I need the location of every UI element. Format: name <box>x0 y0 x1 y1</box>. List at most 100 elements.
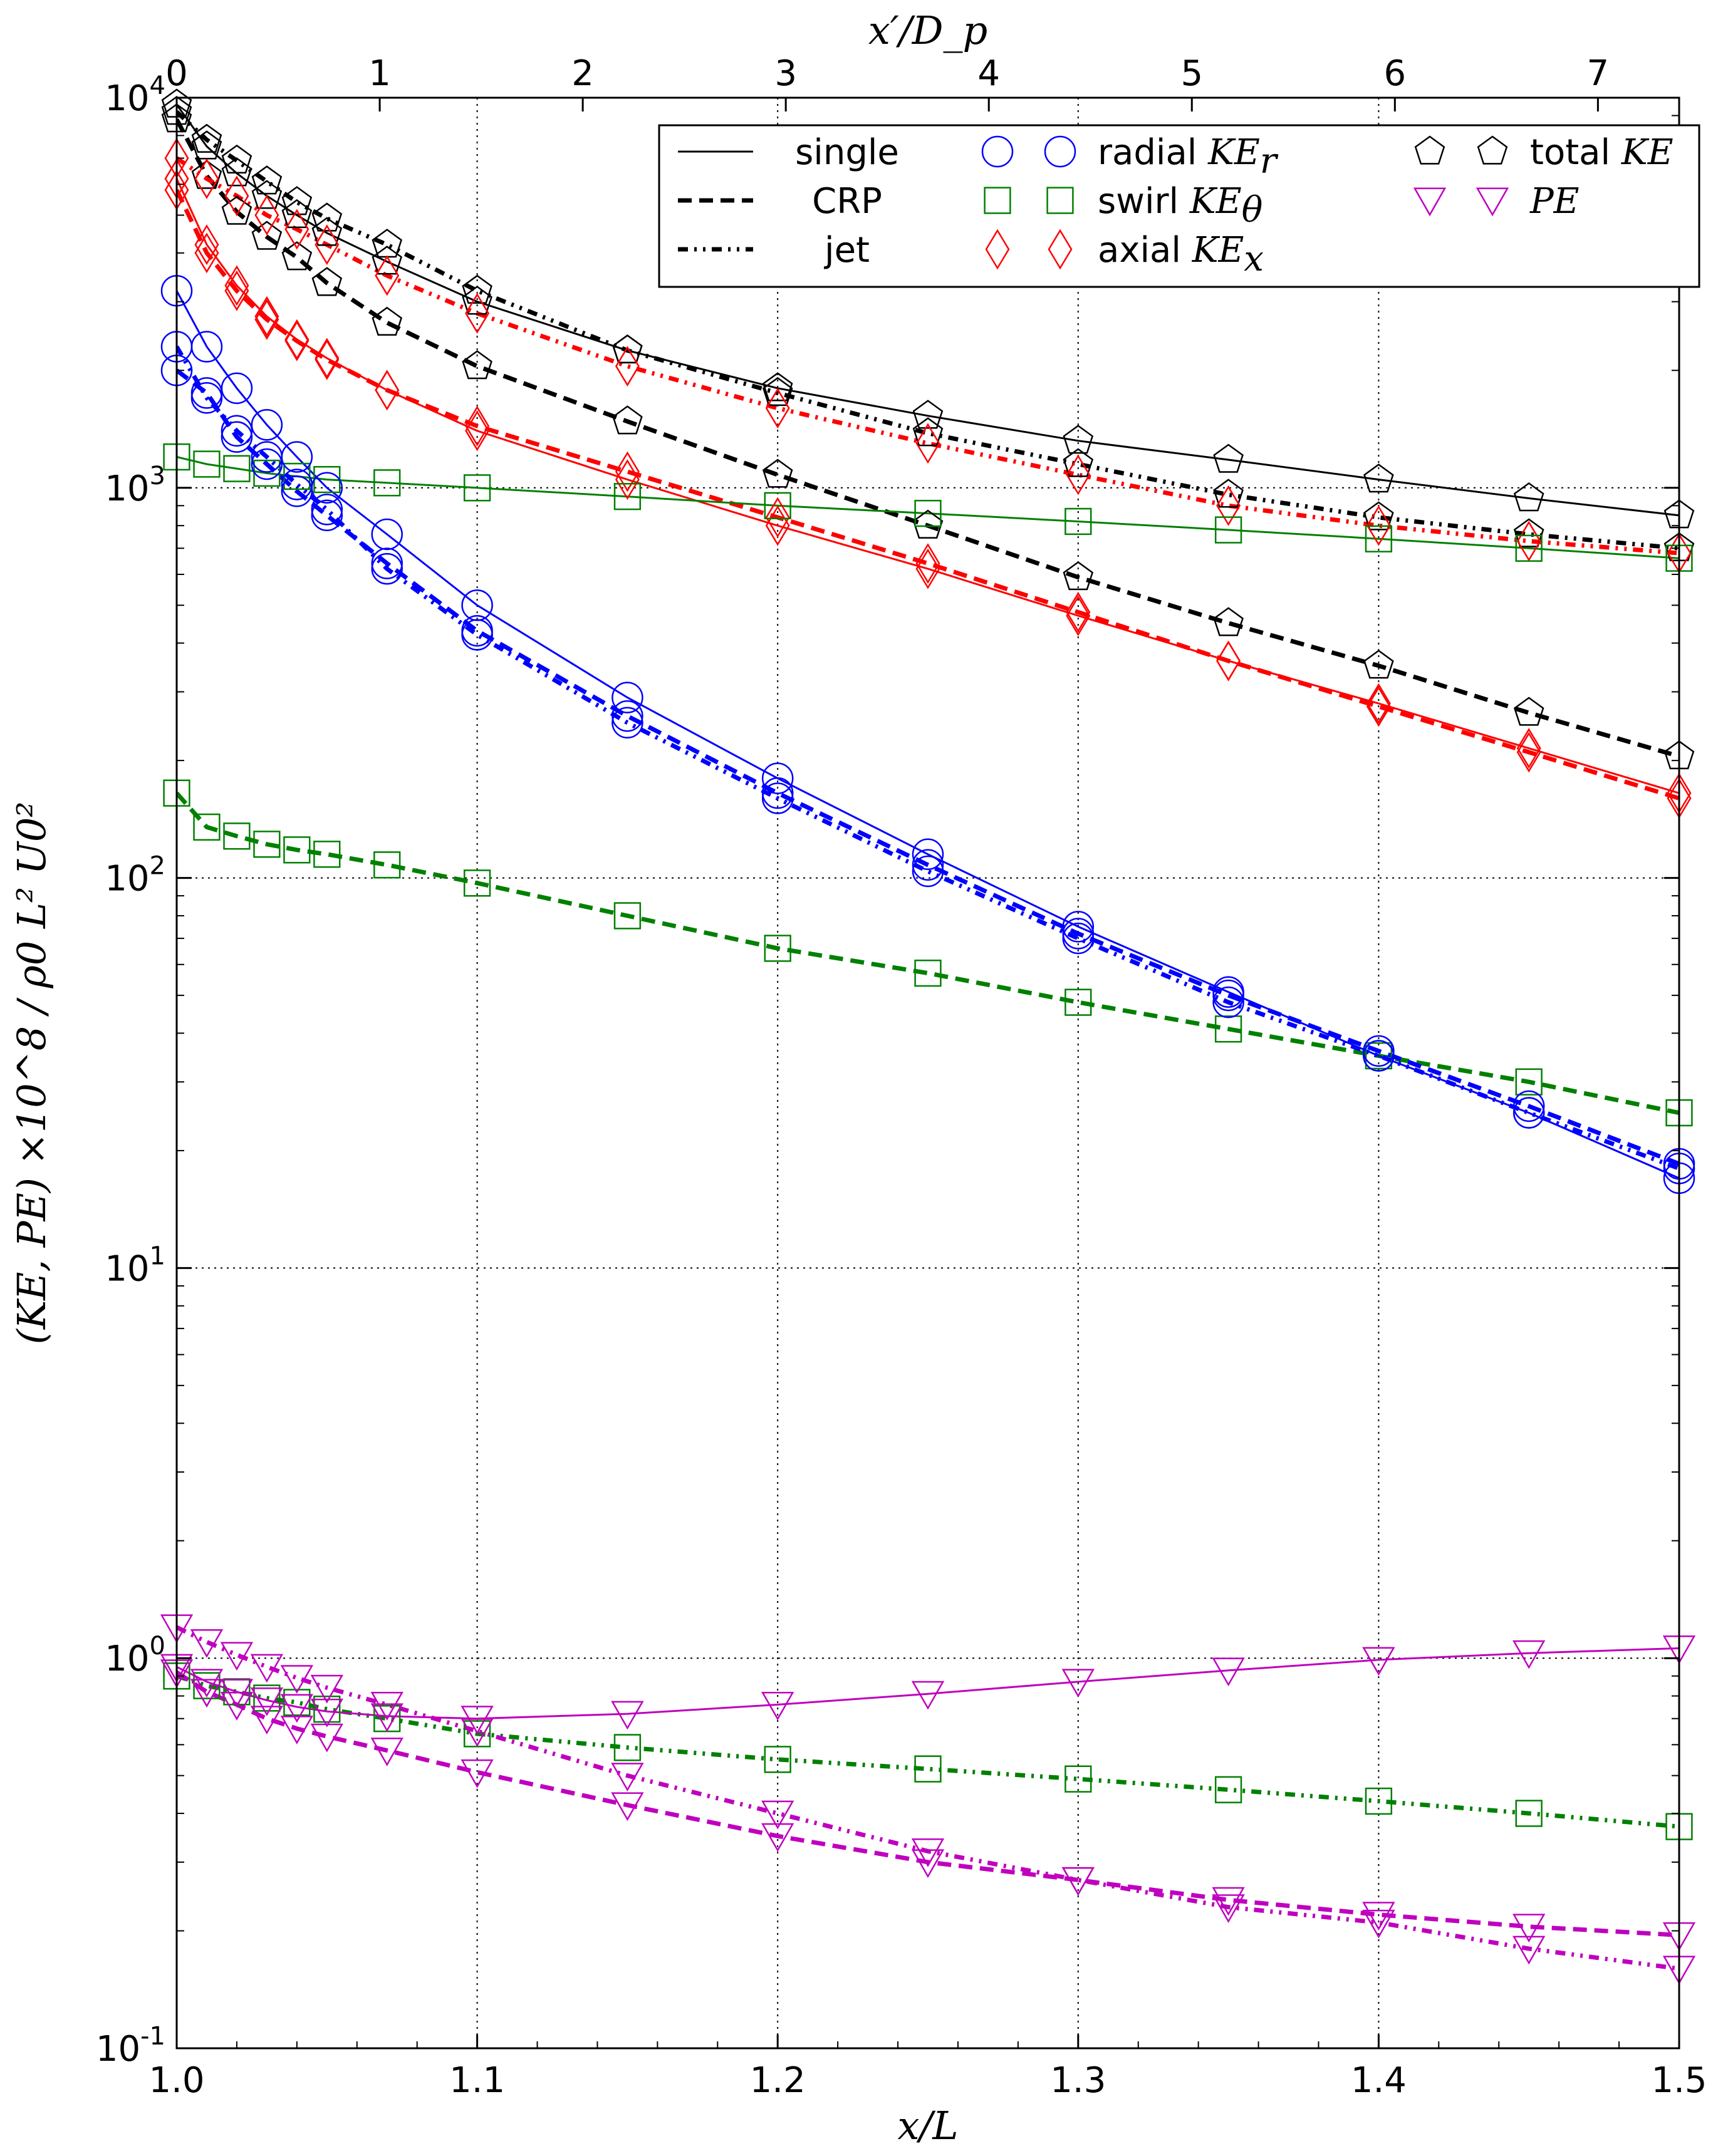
data-point-swirl-ke-single <box>463 474 491 502</box>
data-point-axial-ke-jet <box>915 423 940 464</box>
series-line-radial-ke-single <box>177 290 1679 1179</box>
data-point-pe-jet <box>1061 1867 1095 1896</box>
data-point-swirl-ke-single <box>1515 534 1543 562</box>
marker-layer <box>160 88 1696 1985</box>
y-axis-label: (KE, PE) ×10^8 / ρ0 L² U0² <box>9 802 55 1345</box>
data-point-swirl-ke-jet <box>1214 1776 1242 1803</box>
data-point-total-ke-jet <box>912 417 944 447</box>
legend-label-crp: CRP <box>812 181 882 222</box>
legend-label-axial: axial KEx <box>1098 230 1264 279</box>
series-line-swirl-ke-crp <box>177 791 1679 1116</box>
data-point-pe-crp <box>310 1723 343 1753</box>
x2-tick-label: 2 <box>571 53 594 94</box>
data-point-axial-ke-single <box>615 459 640 500</box>
legend-marker-circle <box>981 135 1014 168</box>
data-point-pe-crp <box>461 1759 494 1788</box>
data-point-pe-crp <box>611 1792 644 1822</box>
series-line-total-ke-jet <box>177 110 1679 551</box>
data-point-total-ke-crp <box>1363 650 1394 679</box>
series-line-axial-ke-crp <box>177 189 1679 801</box>
x2-tick-label: 5 <box>1180 53 1203 94</box>
data-point-radial-ke-crp <box>251 448 283 480</box>
data-point-radial-ke-single <box>251 409 283 441</box>
data-point-pe-jet <box>1362 1909 1395 1939</box>
data-point-swirl-ke-jet <box>1365 1787 1393 1815</box>
data-point-swirl-ke-single <box>1214 516 1242 544</box>
y-tick-label: 104 <box>105 71 165 119</box>
data-point-axial-ke-crp <box>254 299 279 340</box>
data-point-total-ke-crp <box>1063 561 1094 591</box>
axis-ticks: 1.0 1.1 1.2 1.3 1.4 1.5 0 1 2 3 4 5 6 7 104 103 102 101 10… <box>96 53 1707 2101</box>
data-point-axial-ke-crp <box>1366 686 1391 727</box>
x2-axis-label: x′/D_p <box>868 8 987 53</box>
data-point-radial-ke-jet <box>251 441 283 473</box>
y-tick-label: 100 <box>105 1632 165 1679</box>
data-point-pe-jet <box>250 1654 284 1683</box>
data-point-swirl-ke-single <box>373 469 401 497</box>
data-point-total-ke-jet <box>221 144 252 174</box>
legend-marker-pentagon <box>1414 135 1445 165</box>
data-point-swirl-ke-jet <box>253 1684 281 1712</box>
data-point-pe-jet <box>1512 1936 1546 1965</box>
data-point-swirl-ke-single <box>223 455 251 482</box>
data-point-swirl-ke-single <box>1365 525 1393 552</box>
x2-tick-label: 1 <box>368 53 391 94</box>
data-point-pe-single <box>1212 1657 1245 1687</box>
data-point-pe-crp <box>1362 1902 1395 1931</box>
data-point-total-ke-jet <box>1213 479 1244 508</box>
data-point-radial-ke-jet <box>461 619 493 651</box>
x-tick-label: 1.3 <box>1050 2060 1106 2101</box>
data-point-swirl-ke-single <box>764 492 791 519</box>
data-point-axial-ke-single <box>254 296 279 337</box>
series-line-pe-crp <box>177 1670 1679 1937</box>
data-point-axial-ke-single <box>1366 683 1391 724</box>
data-point-total-ke-crp <box>191 160 222 189</box>
data-point-pe-single <box>1512 1640 1546 1669</box>
data-point-radial-ke-crp <box>1212 979 1244 1012</box>
data-point-swirl-ke-single <box>613 483 642 510</box>
data-point-axial-ke-jet <box>254 195 279 236</box>
data-point-total-ke-single <box>311 217 343 246</box>
data-point-swirl-ke-crp <box>1365 1042 1393 1070</box>
data-point-total-ke-jet <box>612 334 643 364</box>
data-point-pe-single <box>310 1698 343 1728</box>
data-point-total-ke-single <box>281 199 313 229</box>
x2-tick-label: 3 <box>774 53 797 94</box>
data-point-swirl-ke-jet <box>914 1755 942 1783</box>
data-point-total-ke-crp <box>251 220 283 250</box>
data-point-total-ke-single <box>1213 443 1244 473</box>
x2-axis-label-text: x′/D_p <box>868 8 987 53</box>
data-point-pe-crp <box>370 1738 403 1766</box>
data-point-total-ke-crp <box>462 350 492 380</box>
data-point-axial-ke-crp <box>1516 732 1541 773</box>
x2-tick-label: 0 <box>165 53 188 94</box>
data-point-pe-single <box>1061 1669 1095 1698</box>
data-point-swirl-ke-crp <box>1065 988 1092 1016</box>
data-point-total-ke-crp <box>311 267 343 296</box>
data-point-radial-ke-single <box>1062 911 1095 943</box>
data-point-axial-ke-jet <box>465 293 490 334</box>
x2-tick-label: 7 <box>1587 53 1610 94</box>
x-tick-label: 1.4 <box>1351 2060 1407 2101</box>
legend-marker-circle <box>1044 135 1076 168</box>
data-point-axial-ke-crp <box>765 497 790 538</box>
y-tick-label: 102 <box>105 852 165 899</box>
data-point-axial-ke-crp <box>194 232 219 274</box>
data-point-axial-ke-jet <box>224 175 249 217</box>
legend-label-radial: radial KEr <box>1098 132 1279 182</box>
data-point-axial-ke-single <box>915 548 940 589</box>
series-line-radial-ke-jet <box>177 345 1679 1171</box>
data-point-total-ke-crp <box>1513 697 1544 726</box>
legend-marker-pentagon <box>1477 135 1508 165</box>
data-point-total-ke-single <box>912 400 944 429</box>
data-point-axial-ke-jet <box>284 209 310 250</box>
data-point-swirl-ke-crp <box>914 959 942 987</box>
legend-label-pe: PE <box>1529 181 1580 222</box>
data-point-radial-ke-crp <box>1512 1090 1545 1122</box>
data-point-total-ke-crp <box>281 241 313 271</box>
data-point-pe-single <box>190 1669 224 1698</box>
data-point-swirl-ke-jet <box>313 1695 341 1723</box>
data-point-pe-jet <box>911 1838 945 1867</box>
series-line-swirl-ke-jet <box>177 1674 1679 1829</box>
